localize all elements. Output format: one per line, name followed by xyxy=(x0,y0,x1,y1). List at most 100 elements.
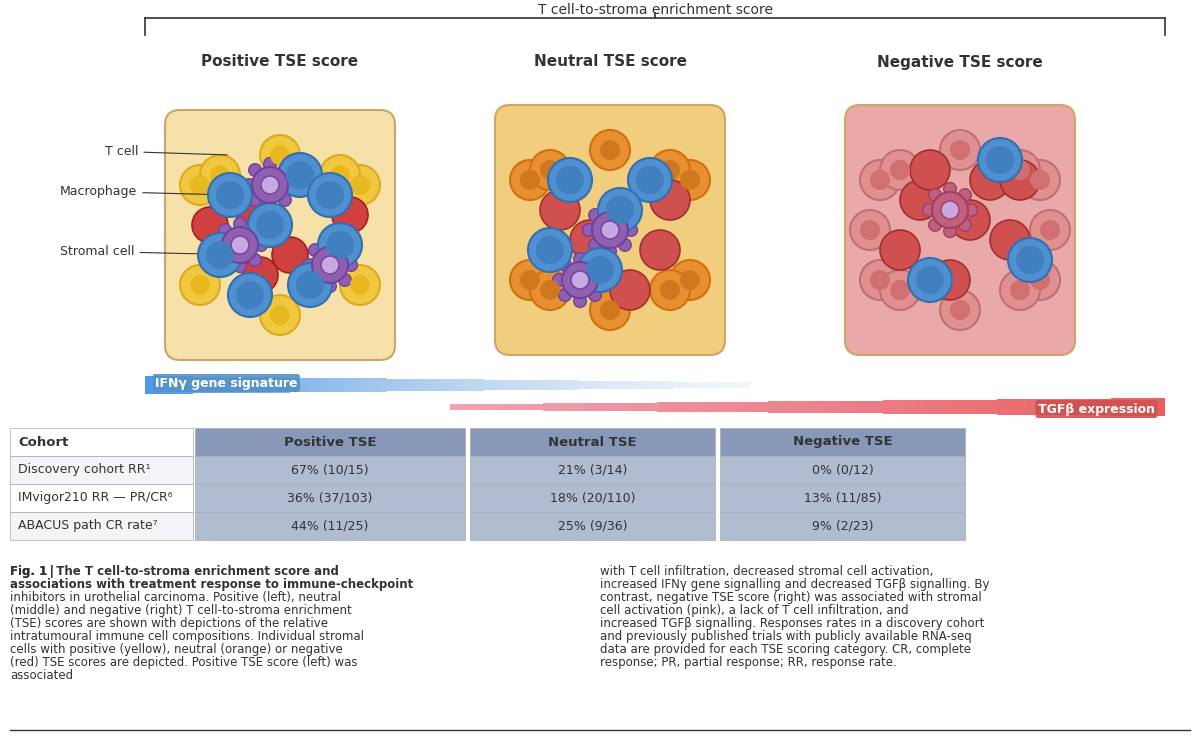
Bar xyxy=(869,401,872,413)
Bar xyxy=(366,379,368,392)
Bar xyxy=(505,379,508,391)
Bar xyxy=(469,379,472,391)
Bar xyxy=(721,402,725,412)
Text: T cell: T cell xyxy=(106,145,227,158)
Text: inhibitors in urothelial carcinoma. Positive (left), neutral: inhibitors in urothelial carcinoma. Posi… xyxy=(10,591,341,604)
Bar xyxy=(242,377,245,393)
Circle shape xyxy=(574,253,587,265)
Bar xyxy=(750,402,754,412)
Bar xyxy=(994,399,997,414)
Bar xyxy=(947,400,950,414)
Bar xyxy=(338,378,342,392)
Bar xyxy=(840,401,844,413)
Circle shape xyxy=(860,260,900,300)
Bar xyxy=(1001,399,1004,414)
Bar xyxy=(565,380,569,390)
Bar xyxy=(1100,399,1104,416)
Circle shape xyxy=(270,145,290,165)
Circle shape xyxy=(218,224,232,236)
Bar xyxy=(290,377,293,393)
Circle shape xyxy=(930,260,970,300)
Bar xyxy=(305,378,308,392)
Circle shape xyxy=(242,257,278,293)
Bar xyxy=(235,377,239,393)
Bar xyxy=(620,381,623,389)
Bar xyxy=(499,379,502,391)
Bar xyxy=(822,401,826,413)
Bar xyxy=(600,403,604,411)
Bar xyxy=(1158,398,1162,416)
Bar xyxy=(647,381,650,389)
Bar xyxy=(269,377,272,393)
Text: 44% (11/25): 44% (11/25) xyxy=(292,519,368,533)
Circle shape xyxy=(210,165,230,185)
Bar xyxy=(1154,398,1158,416)
Bar xyxy=(732,382,734,388)
Bar xyxy=(800,401,804,413)
Bar xyxy=(596,403,600,411)
Bar xyxy=(278,377,281,393)
Bar xyxy=(406,379,408,391)
Bar xyxy=(722,382,726,388)
Bar xyxy=(872,401,876,413)
Circle shape xyxy=(264,200,276,213)
Bar xyxy=(522,404,526,411)
Bar xyxy=(209,376,211,393)
Bar xyxy=(672,402,676,412)
Circle shape xyxy=(571,271,589,289)
Bar xyxy=(154,376,157,394)
Circle shape xyxy=(252,167,288,203)
Bar xyxy=(408,379,412,391)
Bar xyxy=(281,377,284,393)
Bar xyxy=(454,379,456,391)
Bar xyxy=(487,379,490,391)
Circle shape xyxy=(242,179,256,191)
Circle shape xyxy=(286,161,314,189)
Bar xyxy=(608,381,611,389)
Bar xyxy=(245,377,248,393)
Bar xyxy=(1133,398,1136,416)
Bar xyxy=(1072,399,1075,415)
Circle shape xyxy=(254,239,268,251)
Bar xyxy=(1162,398,1165,416)
Bar xyxy=(550,403,553,411)
Text: Fig. 1 | The T cell-to-stroma enrichment score and: Fig. 1 | The T cell-to-stroma enrichment… xyxy=(10,565,338,578)
Bar xyxy=(965,399,968,414)
Circle shape xyxy=(965,204,978,216)
Circle shape xyxy=(264,158,276,170)
Circle shape xyxy=(530,270,570,310)
Circle shape xyxy=(978,138,1022,182)
Circle shape xyxy=(322,256,340,274)
Text: cell activation (pink), a lack of T cell infiltration, and: cell activation (pink), a lack of T cell… xyxy=(600,604,908,617)
Circle shape xyxy=(1040,220,1060,240)
Bar xyxy=(626,381,629,389)
Circle shape xyxy=(284,179,298,191)
Circle shape xyxy=(589,259,601,271)
Bar xyxy=(287,377,290,393)
Bar xyxy=(862,401,865,413)
Circle shape xyxy=(200,155,240,195)
Bar xyxy=(658,402,661,411)
Bar xyxy=(698,382,702,388)
Bar xyxy=(659,382,662,388)
Bar xyxy=(293,378,296,393)
Circle shape xyxy=(562,262,598,298)
Text: Negative TSE: Negative TSE xyxy=(793,436,893,448)
Bar xyxy=(779,402,782,413)
Circle shape xyxy=(923,204,935,216)
Bar xyxy=(470,428,715,456)
Bar xyxy=(533,404,535,411)
Bar xyxy=(847,401,851,413)
Bar xyxy=(502,379,505,391)
Circle shape xyxy=(570,220,610,260)
Bar xyxy=(493,379,496,391)
Circle shape xyxy=(510,260,550,300)
Circle shape xyxy=(320,155,360,195)
Bar xyxy=(553,380,557,390)
Bar xyxy=(523,380,526,390)
Bar xyxy=(211,376,215,393)
Bar xyxy=(384,379,386,391)
Bar xyxy=(1140,398,1144,416)
Bar xyxy=(1086,399,1090,415)
Bar xyxy=(179,376,181,393)
